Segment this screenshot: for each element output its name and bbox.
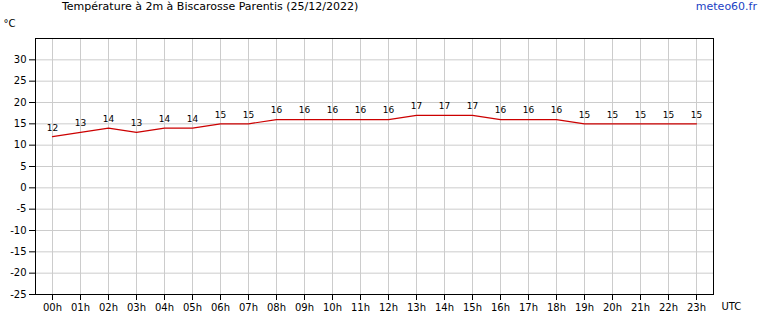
svg-text:-10: -10 bbox=[10, 225, 26, 236]
svg-text:5: 5 bbox=[20, 161, 26, 172]
svg-text:16: 16 bbox=[551, 105, 563, 115]
svg-text:19h: 19h bbox=[575, 302, 594, 313]
svg-text:15: 15 bbox=[215, 110, 226, 120]
svg-text:07h: 07h bbox=[239, 302, 258, 313]
svg-text:18h: 18h bbox=[547, 302, 566, 313]
svg-text:15: 15 bbox=[579, 110, 590, 120]
svg-text:20h: 20h bbox=[603, 302, 622, 313]
html-text:meteo60.fr: meteo60.fr bbox=[695, 0, 757, 13]
svg-text:10: 10 bbox=[14, 139, 27, 150]
svg-text:0: 0 bbox=[20, 182, 26, 193]
svg-text:15: 15 bbox=[607, 110, 618, 120]
svg-text:21h: 21h bbox=[631, 302, 650, 313]
svg-text:17h: 17h bbox=[519, 302, 538, 313]
svg-text:11h: 11h bbox=[351, 302, 370, 313]
svg-text:30: 30 bbox=[14, 54, 27, 65]
svg-text:13: 13 bbox=[75, 118, 86, 128]
svg-text:16: 16 bbox=[271, 105, 283, 115]
svg-text:16: 16 bbox=[495, 105, 507, 115]
svg-text:15: 15 bbox=[663, 110, 674, 120]
svg-text:15: 15 bbox=[243, 110, 254, 120]
svg-text:14: 14 bbox=[187, 114, 199, 124]
svg-text:09h: 09h bbox=[295, 302, 314, 313]
svg-text:22h: 22h bbox=[659, 302, 678, 313]
svg-text:14: 14 bbox=[159, 114, 171, 124]
svg-text:-25: -25 bbox=[10, 289, 26, 300]
svg-text:17: 17 bbox=[411, 101, 422, 111]
svg-text:04h: 04h bbox=[155, 302, 174, 313]
svg-text:17: 17 bbox=[467, 101, 478, 111]
svg-text:02h: 02h bbox=[99, 302, 118, 313]
svg-text:15: 15 bbox=[635, 110, 646, 120]
svg-text:06h: 06h bbox=[211, 302, 230, 313]
svg-text:14h: 14h bbox=[435, 302, 454, 313]
svg-text:16: 16 bbox=[299, 105, 311, 115]
svg-text:13: 13 bbox=[131, 118, 142, 128]
svg-text:16: 16 bbox=[383, 105, 395, 115]
svg-text:UTC: UTC bbox=[722, 301, 742, 312]
svg-text:°C: °C bbox=[4, 18, 16, 29]
svg-text:14: 14 bbox=[103, 114, 115, 124]
svg-text:16h: 16h bbox=[491, 302, 510, 313]
svg-text:16: 16 bbox=[523, 105, 535, 115]
html-text:Température à 2m à Biscarosse: Température à 2m à Biscarosse Parentis (… bbox=[62, 0, 359, 13]
svg-text:15: 15 bbox=[14, 118, 27, 129]
svg-text:03h: 03h bbox=[127, 302, 146, 313]
svg-text:05h: 05h bbox=[183, 302, 202, 313]
svg-text:-20: -20 bbox=[10, 267, 26, 278]
svg-text:00h: 00h bbox=[43, 302, 62, 313]
svg-text:15: 15 bbox=[691, 110, 702, 120]
svg-text:17: 17 bbox=[439, 101, 450, 111]
svg-text:16: 16 bbox=[327, 105, 339, 115]
svg-text:01h: 01h bbox=[71, 302, 90, 313]
svg-text:16: 16 bbox=[355, 105, 367, 115]
svg-text:25: 25 bbox=[14, 75, 27, 86]
svg-text:12h: 12h bbox=[379, 302, 398, 313]
svg-text:23h: 23h bbox=[687, 302, 706, 313]
svg-text:15h: 15h bbox=[463, 302, 482, 313]
svg-text:10h: 10h bbox=[323, 302, 342, 313]
svg-text:08h: 08h bbox=[267, 302, 286, 313]
svg-text:13h: 13h bbox=[407, 302, 426, 313]
svg-text:-15: -15 bbox=[10, 246, 26, 257]
svg-text:12: 12 bbox=[47, 123, 58, 133]
svg-text:-5: -5 bbox=[17, 203, 27, 214]
svg-text:20: 20 bbox=[14, 97, 27, 108]
